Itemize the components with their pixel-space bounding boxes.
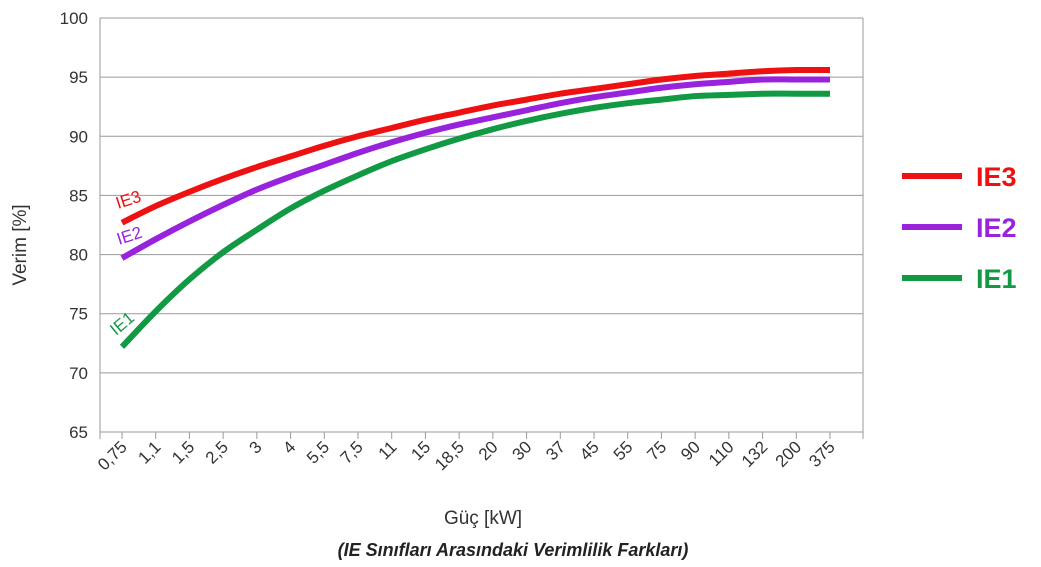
x-tick-label: 1,1 <box>134 437 164 467</box>
x-tick-label: 132 <box>738 437 771 470</box>
x-tick-label: 37 <box>542 437 569 464</box>
x-tick-label: 11 <box>375 437 401 463</box>
legend-label-ie1: IE1 <box>976 264 1017 294</box>
x-tick-label: 200 <box>772 437 805 470</box>
y-tick-label: 95 <box>69 68 88 87</box>
x-tick-label: 0,75 <box>94 437 131 474</box>
y-tick-label: 85 <box>69 186 88 205</box>
x-tick-label: 375 <box>805 437 838 470</box>
curve-label-ie3: IE3 <box>113 187 143 213</box>
series-line-ie3 <box>120 66 831 226</box>
y-axis-label: Verim [%] <box>10 204 31 285</box>
x-tick-label: 15 <box>407 437 434 464</box>
y-tick-labels: 65 70 75 80 85 90 95 100 <box>60 9 88 442</box>
series-line-ie2 <box>120 76 830 261</box>
x-tick-label: 7,5 <box>337 437 367 467</box>
x-tick-label: 2,5 <box>202 437 232 467</box>
legend-label-ie2: IE2 <box>976 213 1017 243</box>
x-tick-label: 5,5 <box>303 437 333 467</box>
x-tick-label: 30 <box>509 437 536 464</box>
x-tick-label: 110 <box>705 437 738 470</box>
x-tick-label: 1,5 <box>168 437 198 467</box>
chart-caption: (IE Sınıfları Arasındaki Verimlilik Fark… <box>338 540 689 560</box>
x-tick-label: 55 <box>610 437 637 464</box>
y-tick-label: 90 <box>69 127 88 146</box>
y-tick-label: 80 <box>69 246 88 265</box>
x-tick-label: 3 <box>246 437 266 457</box>
y-tick-label: 65 <box>69 423 88 442</box>
y-tick-label: 100 <box>60 9 88 28</box>
x-axis-label: Güç [kW] <box>444 508 522 529</box>
legend: IE3 IE2 IE1 <box>902 162 1017 294</box>
grid <box>99 17 864 439</box>
x-tick-label: 18,5 <box>431 437 468 474</box>
x-tick-label: 75 <box>643 437 670 464</box>
series-lines <box>119 66 831 349</box>
y-tick-label: 70 <box>69 364 88 383</box>
x-tick-label: 90 <box>677 437 704 464</box>
x-tick-label: 4 <box>279 437 299 457</box>
x-tick-label: 45 <box>576 437 603 464</box>
y-tick-label: 75 <box>69 305 88 324</box>
series-line-ie1 <box>119 90 830 349</box>
legend-label-ie3: IE3 <box>976 162 1017 192</box>
x-tick-label: 20 <box>475 437 502 464</box>
